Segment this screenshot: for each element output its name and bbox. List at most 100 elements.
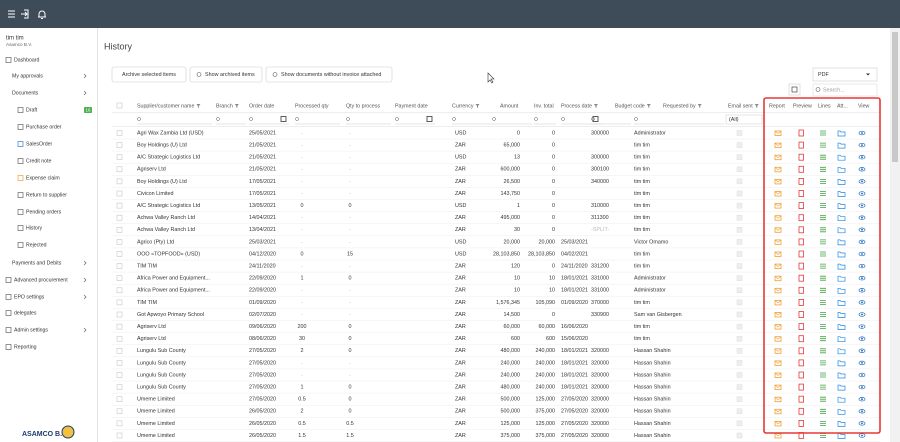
preview-icon[interactable] <box>799 408 804 414</box>
row-checkbox[interactable] <box>117 276 122 281</box>
row-checkbox[interactable] <box>117 397 122 402</box>
row-checkbox[interactable] <box>117 336 122 341</box>
att-icon[interactable] <box>838 276 845 281</box>
column-header[interactable]: Report <box>769 103 785 109</box>
nav-item[interactable]: Purchase order <box>26 124 62 130</box>
att-icon[interactable] <box>838 421 845 426</box>
column-header[interactable]: Inv. total <box>534 103 554 109</box>
att-icon[interactable] <box>838 434 845 439</box>
lines-icon[interactable] <box>820 276 826 280</box>
lines-icon[interactable] <box>820 155 826 159</box>
nav-item[interactable]: SalesOrder <box>26 141 53 147</box>
att-icon[interactable] <box>838 313 845 318</box>
column-header[interactable]: Process date <box>561 103 592 109</box>
column-header[interactable]: Qty to process <box>346 103 380 109</box>
att-icon[interactable] <box>838 167 845 172</box>
lines-icon[interactable] <box>820 373 826 377</box>
preview-icon[interactable] <box>799 142 804 148</box>
column-header[interactable]: Att... <box>837 103 848 109</box>
nav-item[interactable]: My approvals <box>12 73 43 79</box>
row-checkbox[interactable] <box>117 373 122 378</box>
lines-icon[interactable] <box>820 421 826 425</box>
nav-item[interactable]: Draft <box>26 107 38 113</box>
nav-item[interactable]: Admin settings <box>14 327 48 333</box>
att-icon[interactable] <box>838 300 845 305</box>
preview-icon[interactable] <box>799 348 804 354</box>
preview-icon[interactable] <box>799 215 804 221</box>
column-header[interactable]: Payment date <box>395 103 428 109</box>
preview-icon[interactable] <box>799 420 804 426</box>
preview-icon[interactable] <box>799 372 804 378</box>
preview-icon[interactable] <box>799 299 804 305</box>
preview-icon[interactable] <box>799 227 804 233</box>
row-checkbox[interactable] <box>117 252 122 257</box>
att-icon[interactable] <box>838 325 845 330</box>
lines-icon[interactable] <box>820 409 826 413</box>
preview-icon[interactable] <box>799 324 804 330</box>
lines-icon[interactable] <box>820 179 826 183</box>
att-icon[interactable] <box>838 349 845 354</box>
column-header[interactable]: Processed qty <box>295 103 329 109</box>
row-checkbox[interactable] <box>117 155 122 160</box>
att-icon[interactable] <box>838 240 845 245</box>
column-header[interactable]: Budget code <box>615 103 645 109</box>
column-header[interactable]: Branch <box>216 103 233 109</box>
att-icon[interactable] <box>838 216 845 221</box>
nav-item[interactable]: Advanced procurement <box>14 277 68 283</box>
nav-item[interactable]: delegates <box>14 310 37 316</box>
nav-item[interactable]: Rejected <box>26 242 47 248</box>
preview-icon[interactable] <box>799 154 804 160</box>
column-header[interactable]: View <box>858 103 870 109</box>
att-icon[interactable] <box>838 252 845 257</box>
column-header[interactable]: Amount <box>500 103 519 109</box>
nav-item[interactable]: History <box>26 225 43 231</box>
lines-icon[interactable] <box>820 337 826 341</box>
row-checkbox[interactable] <box>117 227 122 232</box>
export-button[interactable] <box>789 84 800 95</box>
lines-icon[interactable] <box>820 228 826 232</box>
row-checkbox[interactable] <box>117 288 122 293</box>
lines-icon[interactable] <box>820 143 826 147</box>
preview-icon[interactable] <box>799 263 804 269</box>
row-checkbox[interactable] <box>117 421 122 426</box>
row-checkbox[interactable] <box>117 131 122 136</box>
preview-icon[interactable] <box>799 178 804 184</box>
lines-icon[interactable] <box>820 288 826 292</box>
row-checkbox[interactable] <box>117 348 122 353</box>
column-header[interactable]: Email sent <box>728 103 753 109</box>
att-icon[interactable] <box>838 337 845 342</box>
column-header[interactable]: Requested by <box>663 103 696 109</box>
column-header[interactable]: Currency <box>452 103 474 109</box>
row-checkbox[interactable] <box>117 264 122 269</box>
column-header[interactable]: Lines <box>818 103 831 109</box>
att-icon[interactable] <box>838 288 845 293</box>
column-header[interactable]: Order date <box>249 103 274 109</box>
row-checkbox[interactable] <box>117 179 122 184</box>
scroll-thumb[interactable] <box>892 32 898 162</box>
preview-icon[interactable] <box>799 396 804 402</box>
preview-icon[interactable] <box>799 191 804 197</box>
preview-icon[interactable] <box>799 251 804 257</box>
lines-icon[interactable] <box>820 167 826 171</box>
lines-icon[interactable] <box>820 204 826 208</box>
lines-icon[interactable] <box>820 397 826 401</box>
att-icon[interactable] <box>838 264 845 269</box>
row-checkbox[interactable] <box>117 191 122 196</box>
select-all[interactable] <box>117 103 122 108</box>
nav-item[interactable]: EPO settings <box>14 294 45 300</box>
calendar-icon[interactable] <box>281 117 286 122</box>
att-icon[interactable] <box>838 373 845 378</box>
row-checkbox[interactable] <box>117 312 122 317</box>
preview-icon[interactable] <box>799 275 804 281</box>
preview-icon[interactable] <box>799 384 804 390</box>
preview-icon[interactable] <box>799 360 804 366</box>
lines-icon[interactable] <box>820 434 826 438</box>
lines-icon[interactable] <box>820 240 826 244</box>
row-checkbox[interactable] <box>117 143 122 148</box>
row-checkbox[interactable] <box>117 167 122 172</box>
preview-icon[interactable] <box>799 287 804 293</box>
calendar-icon[interactable] <box>427 117 432 122</box>
lines-icon[interactable] <box>820 349 826 353</box>
row-checkbox[interactable] <box>117 385 122 390</box>
preview-icon[interactable] <box>799 130 804 136</box>
